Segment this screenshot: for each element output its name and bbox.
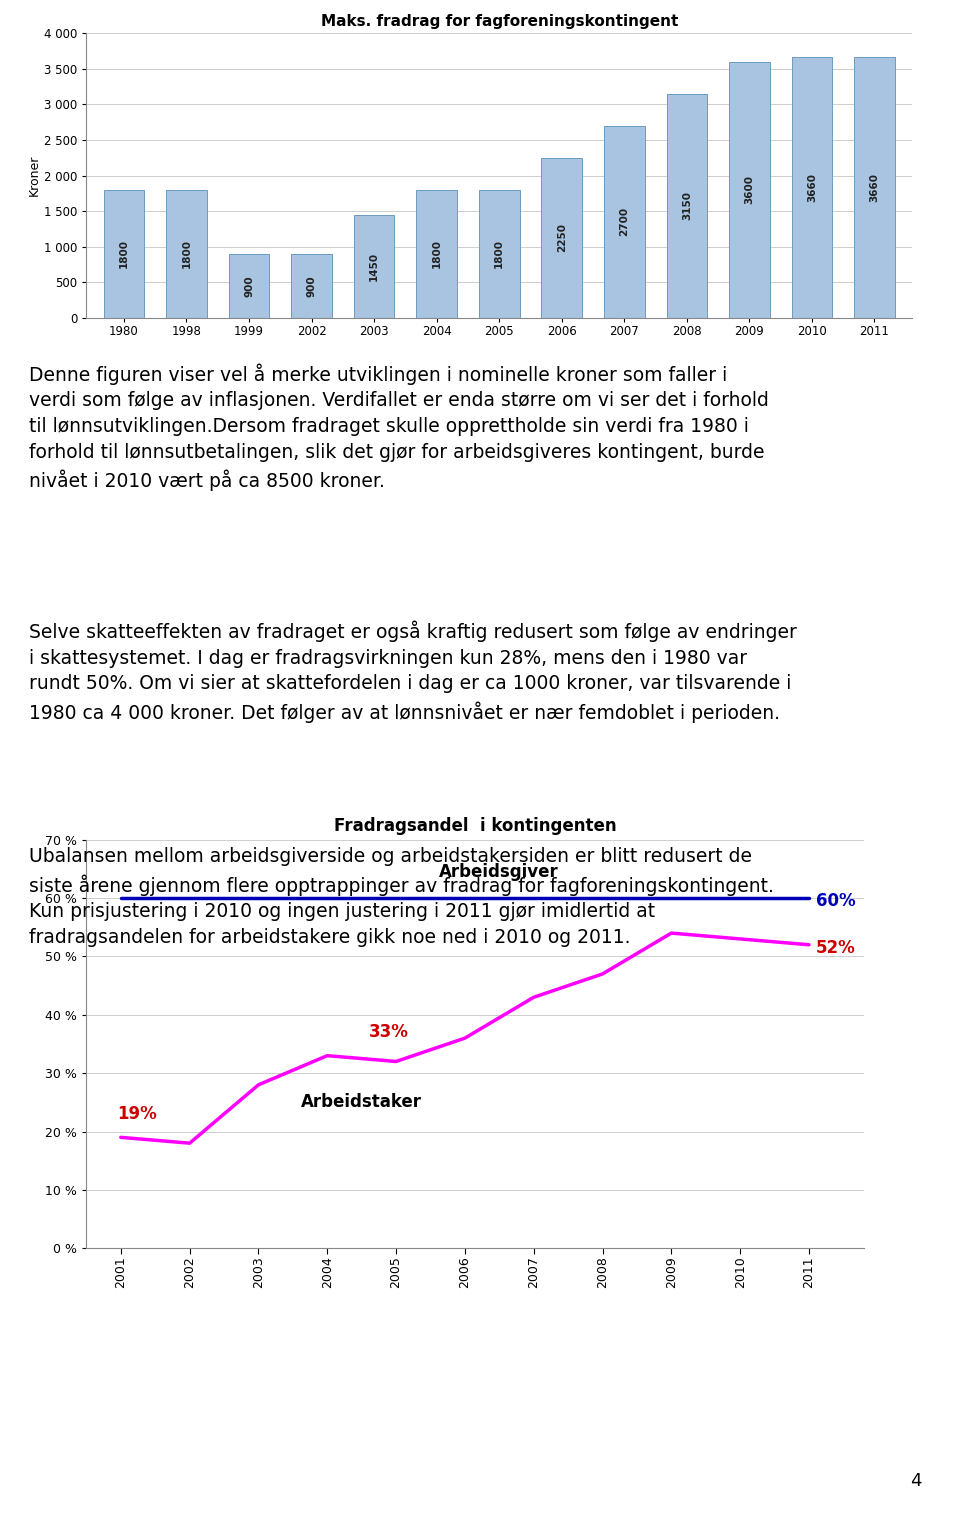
Text: 900: 900	[306, 275, 317, 297]
Text: 1800: 1800	[119, 239, 129, 268]
Bar	[354, 215, 395, 318]
Text: 2250: 2250	[557, 224, 566, 253]
Bar	[479, 189, 519, 318]
Text: Ubalansen mellom arbeidsgiverside og arbeidstakersiden er blitt redusert de
sist: Ubalansen mellom arbeidsgiverside og arb…	[29, 847, 774, 947]
Text: 1800: 1800	[432, 239, 442, 268]
Text: 52%: 52%	[816, 938, 855, 956]
Text: 900: 900	[244, 275, 254, 297]
Text: 4: 4	[910, 1472, 922, 1490]
Text: 33%: 33%	[369, 1023, 408, 1041]
Text: 3660: 3660	[807, 172, 817, 203]
Bar	[417, 189, 457, 318]
Y-axis label: Kroner: Kroner	[28, 154, 41, 197]
Text: 1800: 1800	[494, 239, 504, 268]
Bar	[729, 62, 770, 318]
Text: 1800: 1800	[181, 239, 191, 268]
Text: 3660: 3660	[870, 172, 879, 203]
Title: Maks. fradrag for fagforeningskontingent: Maks. fradrag for fagforeningskontingent	[321, 14, 678, 29]
Bar	[792, 57, 832, 318]
Bar	[166, 189, 206, 318]
Text: 2700: 2700	[619, 207, 630, 236]
Bar	[854, 57, 895, 318]
Bar	[104, 189, 144, 318]
Text: Arbeidstaker: Arbeidstaker	[301, 1092, 422, 1111]
Text: Arbeidsgiver: Arbeidsgiver	[440, 862, 559, 881]
Text: 1450: 1450	[369, 251, 379, 281]
Text: 19%: 19%	[117, 1104, 157, 1123]
Text: Selve skatteeffekten av fradraget er også kraftig redusert som følge av endringe: Selve skatteeffekten av fradraget er ogs…	[29, 620, 797, 723]
Text: 60%: 60%	[816, 893, 855, 909]
Text: 3600: 3600	[744, 176, 755, 204]
Text: 3150: 3150	[682, 191, 692, 221]
Text: Denne figuren viser vel å merke utviklingen i nominelle kroner som faller i
verd: Denne figuren viser vel å merke utviklin…	[29, 363, 769, 492]
Bar	[604, 126, 644, 318]
Bar	[291, 254, 332, 318]
Bar	[228, 254, 270, 318]
Bar	[541, 157, 582, 318]
Bar	[666, 94, 708, 318]
Title: Fradragsandel  i kontingenten: Fradragsandel i kontingenten	[334, 817, 616, 835]
